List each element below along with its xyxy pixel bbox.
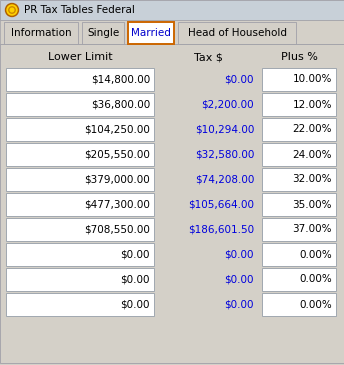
Text: $205,550.00: $205,550.00 [84, 150, 150, 160]
Text: $105,664.00: $105,664.00 [188, 200, 254, 210]
Bar [262, 218, 336, 241]
Circle shape [9, 7, 15, 13]
Text: Married: Married [131, 28, 171, 38]
Text: $708,550.00: $708,550.00 [84, 224, 150, 234]
Text: $2,200.00: $2,200.00 [201, 100, 254, 110]
Bar [262, 193, 336, 216]
Text: 32.00%: 32.00% [292, 174, 332, 184]
Bar [6, 243, 154, 266]
Bar [262, 143, 336, 166]
Bar [6, 293, 154, 316]
Text: $0.00: $0.00 [225, 250, 254, 260]
Text: $379,000.00: $379,000.00 [84, 174, 150, 184]
Text: Head of Household: Head of Household [187, 28, 287, 38]
Bar [82, 22, 124, 44]
Bar [6, 193, 154, 216]
Text: $186,601.50: $186,601.50 [188, 224, 254, 234]
Text: $0.00: $0.00 [225, 274, 254, 284]
Text: 24.00%: 24.00% [292, 150, 332, 160]
Bar [262, 168, 336, 191]
Text: 12.00%: 12.00% [292, 100, 332, 110]
Text: Lower Limit: Lower Limit [48, 52, 112, 62]
Text: 22.00%: 22.00% [292, 124, 332, 134]
Circle shape [10, 8, 14, 12]
Text: Tax $: Tax $ [194, 52, 223, 62]
Text: $477,300.00: $477,300.00 [84, 200, 150, 210]
Text: $14,800.00: $14,800.00 [91, 74, 150, 85]
Text: $36,800.00: $36,800.00 [91, 100, 150, 110]
Text: $10,294.00: $10,294.00 [195, 124, 254, 134]
Bar [0, 20, 344, 44]
Bar [6, 93, 154, 116]
Circle shape [7, 5, 17, 15]
Text: $32,580.00: $32,580.00 [195, 150, 254, 160]
Bar [262, 243, 336, 266]
Text: $0.00: $0.00 [120, 250, 150, 260]
Text: 35.00%: 35.00% [292, 200, 332, 210]
Bar [6, 68, 154, 91]
Bar [6, 118, 154, 141]
Text: $104,250.00: $104,250.00 [84, 124, 150, 134]
Text: 0.00%: 0.00% [299, 300, 332, 310]
Bar [0, 44, 344, 363]
Text: Single: Single [87, 28, 119, 38]
Text: $74,208.00: $74,208.00 [195, 174, 254, 184]
Bar [262, 68, 336, 91]
Text: $0.00: $0.00 [120, 274, 150, 284]
Bar [0, 0, 344, 20]
Bar [4, 22, 78, 44]
Bar [6, 143, 154, 166]
Bar [6, 268, 154, 291]
Circle shape [6, 4, 19, 16]
Text: 10.00%: 10.00% [293, 74, 332, 85]
Bar [178, 22, 296, 44]
Text: 0.00%: 0.00% [299, 250, 332, 260]
Bar [262, 268, 336, 291]
Bar [262, 93, 336, 116]
Text: $0.00: $0.00 [120, 300, 150, 310]
Bar [6, 168, 154, 191]
Bar [262, 118, 336, 141]
Text: 37.00%: 37.00% [292, 224, 332, 234]
Text: $0.00: $0.00 [225, 300, 254, 310]
Bar [262, 293, 336, 316]
Bar [6, 218, 154, 241]
Text: $0.00: $0.00 [225, 74, 254, 85]
Bar [128, 22, 174, 44]
Text: 0.00%: 0.00% [299, 274, 332, 284]
Text: PR Tax Tables Federal: PR Tax Tables Federal [24, 5, 135, 15]
Text: Information: Information [11, 28, 71, 38]
Text: Plus %: Plus % [281, 52, 318, 62]
